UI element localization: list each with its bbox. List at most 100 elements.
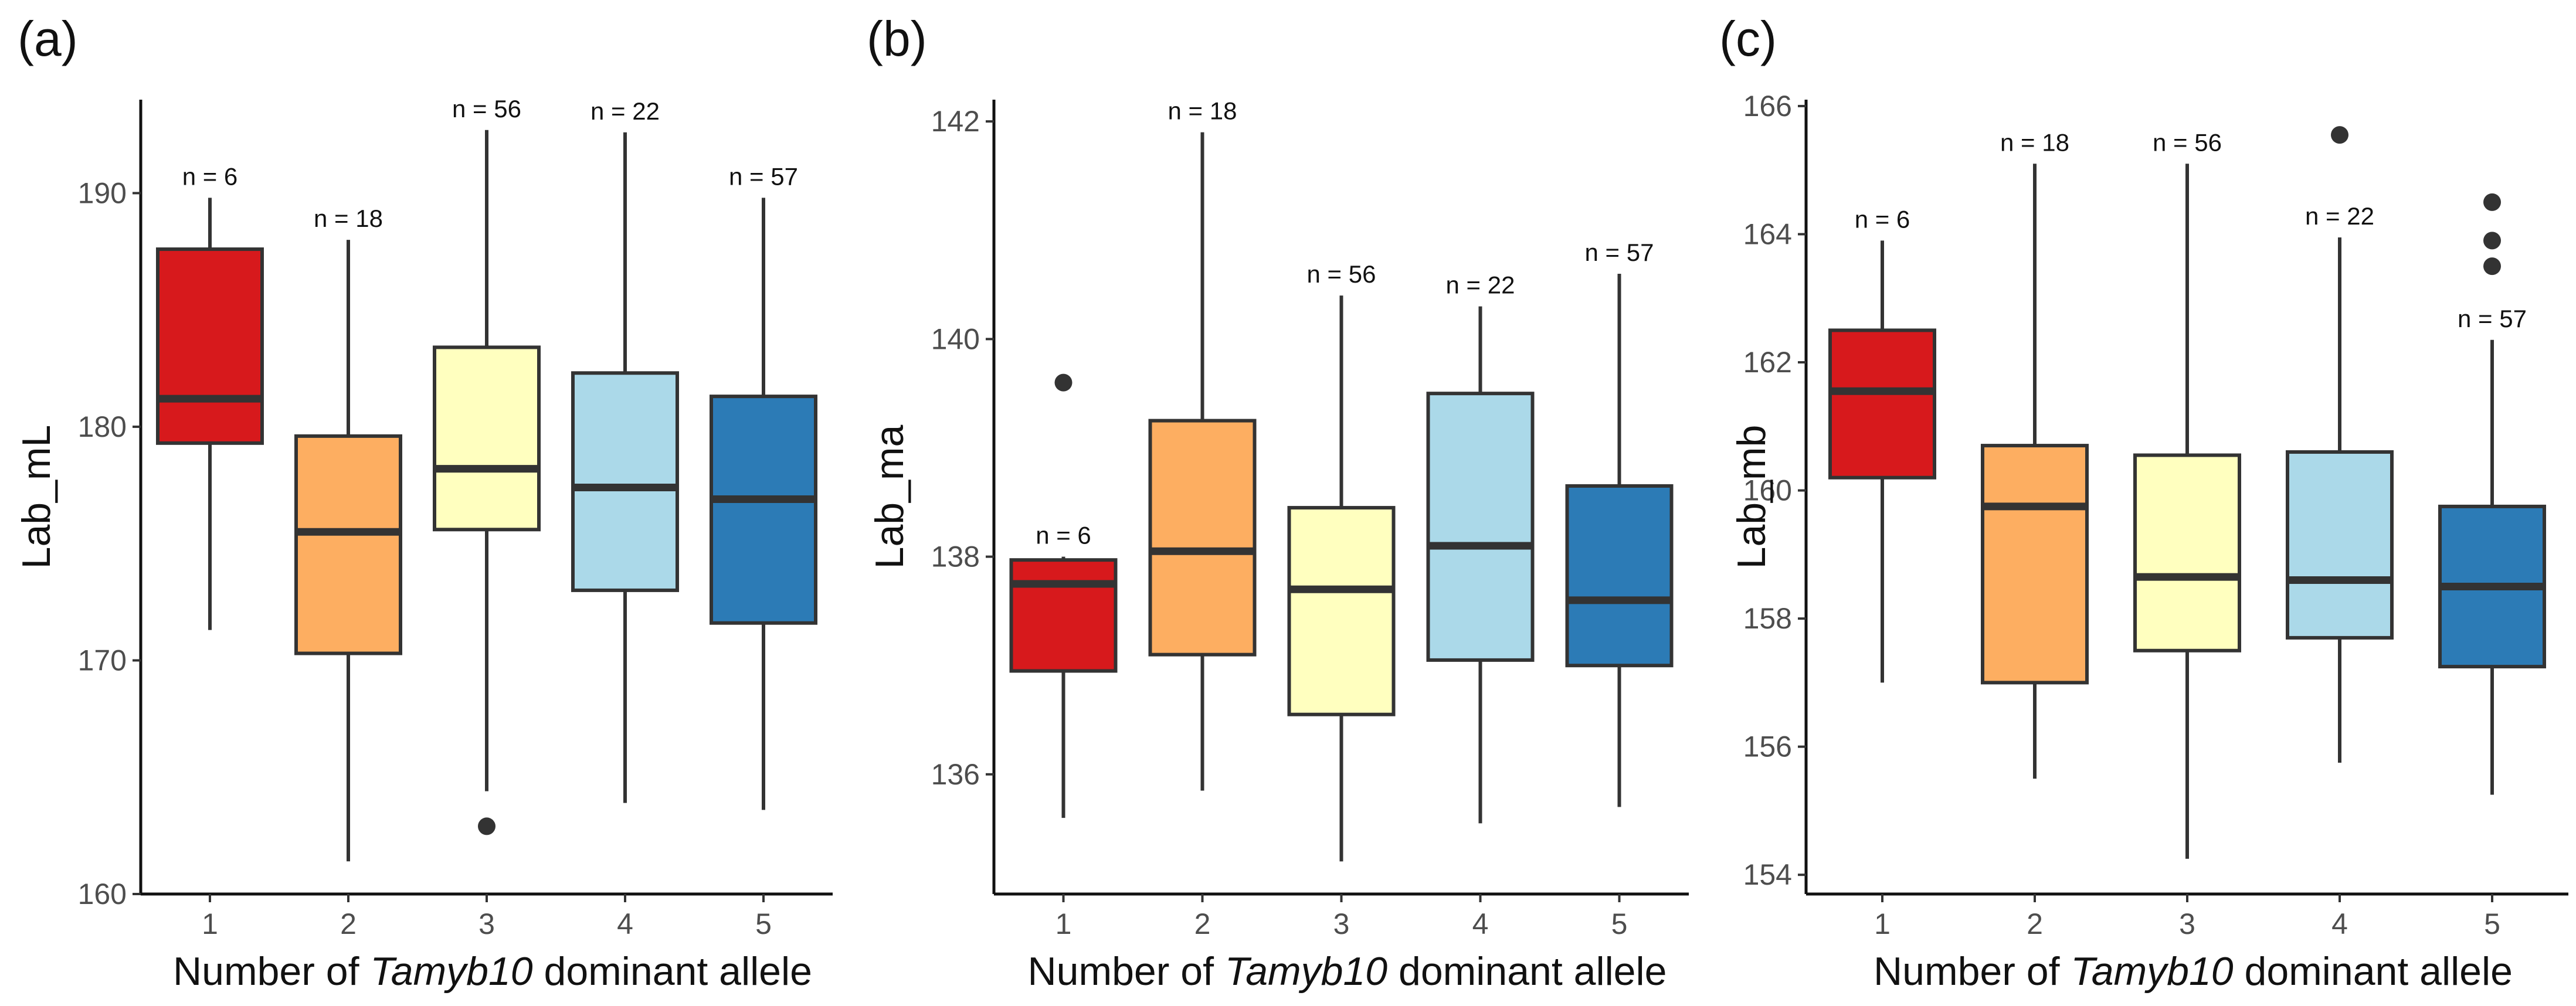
outlier-point (2483, 257, 2501, 276)
n-label: n = 57 (729, 162, 798, 190)
box-group-3: n = 56 (433, 95, 541, 835)
outlier-point (478, 817, 495, 835)
iqr-box (710, 395, 817, 625)
x-tick-label: 2 (2027, 908, 2043, 940)
box-group-5: n = 57 (1565, 239, 1674, 807)
n-label: n = 6 (1855, 205, 1910, 233)
x-axis-title: Number of Tamyb10 dominant allele (1028, 949, 1667, 994)
x-axis-title-suffix: dominant allele (2234, 949, 2513, 994)
iqr-box (2133, 453, 2241, 652)
y-tick-label: 154 (1743, 858, 1792, 891)
box-group-1: n = 6 (1828, 205, 1936, 683)
box-group-3: n = 56 (2133, 128, 2241, 859)
y-tick-label: 190 (78, 176, 127, 209)
x-tick-label: 3 (2179, 908, 2195, 940)
box-group-5: n = 57 (710, 162, 817, 810)
iqr-box (433, 345, 541, 532)
x-axis-title-gene: Tamyb10 (2071, 949, 2233, 994)
box-group-2: n = 18 (1148, 97, 1257, 791)
y-tick-label: 166 (1743, 90, 1792, 123)
panel-label: (a) (18, 11, 78, 66)
iqr-box (1287, 506, 1396, 716)
iqr-box (2286, 450, 2394, 640)
box-group-5: n = 57 (2438, 193, 2546, 795)
y-tick-label: 156 (1743, 730, 1792, 763)
x-tick-label: 4 (617, 908, 633, 940)
x-tick-label: 3 (478, 908, 495, 940)
y-tick-label: 158 (1743, 602, 1792, 635)
n-label: n = 56 (2153, 128, 2222, 156)
outlier-point (2483, 193, 2501, 211)
box-group-3: n = 56 (1287, 260, 1396, 862)
iqr-box (156, 247, 264, 445)
outlier-point (1054, 373, 1073, 392)
x-tick-label: 3 (1333, 908, 1350, 940)
x-tick-label: 1 (202, 908, 218, 940)
x-tick-label: 2 (340, 908, 357, 940)
y-tick-label: 164 (1743, 217, 1792, 250)
x-tick-label: 1 (1055, 908, 1072, 940)
x-tick-label: 5 (1611, 908, 1628, 940)
y-tick-label: 170 (78, 644, 127, 677)
n-label: n = 22 (590, 97, 660, 125)
y-tick-label: 142 (931, 105, 980, 138)
iqr-box (1981, 444, 2089, 685)
x-axis-title-prefix: Number of (173, 949, 370, 994)
x-tick-label: 5 (2484, 908, 2500, 940)
y-axis-title: Lab_mL (14, 425, 59, 569)
n-label: n = 56 (452, 95, 521, 123)
box-group-1: n = 6 (1009, 373, 1118, 818)
iqr-box (1828, 328, 1936, 480)
box-group-1: n = 6 (156, 162, 264, 630)
box-group-4: n = 22 (571, 97, 679, 803)
outlier-point (2483, 232, 2501, 250)
y-axis-title: Lab_ma (867, 424, 912, 569)
x-axis-title-gene: Tamyb10 (370, 949, 532, 994)
chart-panel-3: (c) 154 156 158 160 162 164 166 1 2 3 4 5 Lab_mb Numbe… (1719, 11, 2568, 994)
n-label: n = 56 (1307, 260, 1376, 288)
x-axis-title: Number of Tamyb10 dominant allele (173, 949, 812, 994)
n-label: n = 22 (2305, 202, 2374, 230)
n-label: n = 22 (1446, 271, 1515, 299)
y-tick-label: 160 (78, 878, 127, 910)
x-axis-title: Number of Tamyb10 dominant allele (1874, 949, 2513, 994)
iqr-box (571, 371, 679, 592)
iqr-box (1009, 558, 1118, 673)
box-group-4: n = 22 (2286, 126, 2394, 763)
x-axis-title-prefix: Number of (1874, 949, 2071, 994)
iqr-box (1565, 484, 1674, 668)
x-tick-label: 5 (755, 908, 772, 940)
iqr-box (1148, 419, 1257, 657)
x-tick-label: 4 (2331, 908, 2348, 940)
y-tick-label: 180 (78, 410, 127, 443)
y-axis-title: Lab_mb (1729, 425, 1774, 569)
n-label: n = 6 (1036, 522, 1091, 549)
iqr-box (294, 434, 402, 655)
box-group-2: n = 18 (1981, 128, 2089, 779)
x-axis-title-prefix: Number of (1028, 949, 1225, 994)
chart-panel-2: (b) 136 138 140 142 1 2 3 4 5 Lab_ma Number of Tamy… (867, 11, 1689, 994)
panel-label: (c) (1719, 11, 1777, 66)
panel-label: (b) (867, 11, 927, 66)
chart-panel-1: (a) 160 170 180 190 1 2 3 4 5 Lab_mL Number of Tamy… (14, 11, 833, 994)
y-tick-label: 140 (931, 322, 980, 355)
n-label: n = 57 (1585, 239, 1654, 266)
y-tick-label: 162 (1743, 346, 1792, 379)
n-label: n = 18 (2000, 128, 2069, 156)
x-axis-title-suffix: dominant allele (533, 949, 812, 994)
n-label: n = 18 (314, 205, 383, 232)
y-tick-label: 160 (1743, 474, 1792, 507)
x-tick-label: 2 (1194, 908, 1211, 940)
box-group-4: n = 22 (1426, 271, 1535, 824)
x-tick-label: 4 (1472, 908, 1489, 940)
n-label: n = 6 (182, 162, 238, 190)
iqr-box (1426, 392, 1535, 662)
n-label: n = 57 (2458, 305, 2527, 332)
x-axis-title-suffix: dominant allele (1387, 949, 1667, 994)
y-tick-label: 138 (931, 541, 980, 573)
y-tick-label: 136 (931, 758, 980, 791)
x-axis-title-gene: Tamyb10 (1225, 949, 1387, 994)
box-group-2: n = 18 (294, 205, 402, 862)
